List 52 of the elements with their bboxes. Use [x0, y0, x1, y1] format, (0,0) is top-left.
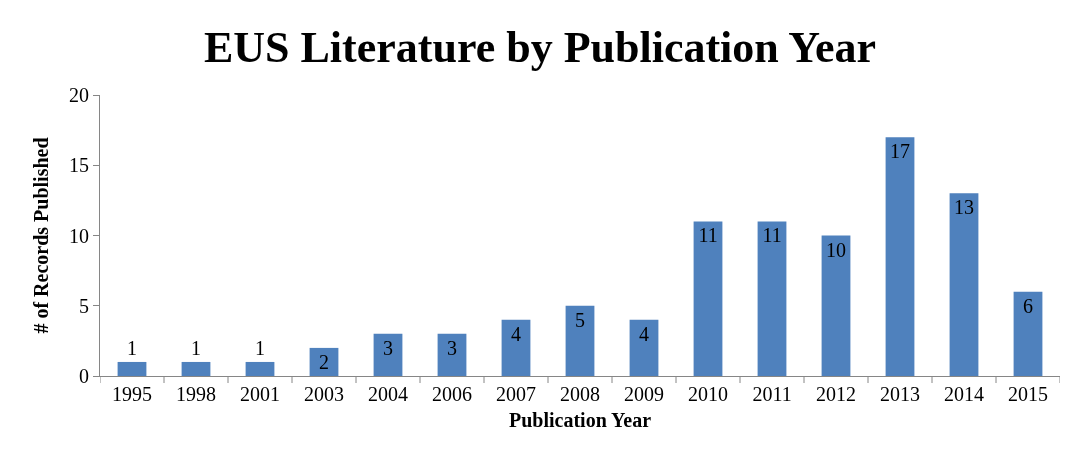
- bar: [693, 221, 723, 376]
- bar: [245, 361, 275, 376]
- y-tick-label: 10: [69, 224, 89, 247]
- y-tick-label: 5: [79, 294, 89, 317]
- data-label: 2: [319, 350, 329, 373]
- data-label: 10: [826, 238, 846, 261]
- x-tick-label: 1995: [112, 383, 152, 405]
- bar: [565, 305, 595, 376]
- bar: [437, 333, 467, 376]
- bar: [117, 361, 147, 376]
- x-tick-label: 2001: [240, 383, 280, 405]
- data-label: 11: [698, 224, 718, 247]
- bar: [1013, 291, 1043, 376]
- y-axis-title: # of Records Published: [29, 137, 52, 334]
- bar: [629, 319, 659, 376]
- x-tick-label: 2014: [944, 383, 984, 405]
- x-axis-title: Publication Year: [508, 408, 652, 431]
- data-label: 5: [575, 308, 585, 331]
- data-label: 1: [191, 336, 201, 359]
- data-label: 13: [954, 196, 974, 219]
- bar: [757, 221, 787, 376]
- data-label: 11: [762, 224, 782, 247]
- bar: [501, 319, 531, 376]
- data-label: 4: [511, 322, 521, 345]
- bar: [885, 137, 915, 376]
- x-tick-label: 2011: [752, 383, 792, 405]
- bar: [821, 235, 851, 376]
- data-label: 1: [255, 336, 265, 359]
- x-tick-label: 2010: [688, 383, 728, 405]
- bar: [181, 361, 211, 376]
- x-tick-label: 2004: [368, 383, 408, 405]
- y-tick-label: 20: [69, 84, 89, 106]
- data-label: 3: [447, 336, 457, 359]
- x-tick-label: 2003: [304, 383, 344, 405]
- data-label: 4: [639, 322, 649, 345]
- chart-title: EUS Literature by Publication Year: [203, 23, 877, 73]
- x-tick-label: 2006: [432, 383, 472, 405]
- bar: [949, 193, 979, 376]
- x-tick-label: 2008: [560, 383, 600, 405]
- x-tick-label: 2009: [624, 383, 664, 405]
- x-tick-label: 2015: [1008, 383, 1048, 405]
- y-tick-label: 15: [69, 154, 89, 177]
- bar: [373, 333, 403, 376]
- x-tick-label: 2007: [496, 383, 536, 405]
- x-tick-label: 1998: [176, 383, 216, 405]
- data-label: 3: [383, 336, 393, 359]
- data-label: 6: [1023, 294, 1033, 317]
- data-label: 17: [890, 140, 910, 163]
- data-label: 1: [127, 336, 137, 359]
- x-tick-label: 2012: [816, 383, 856, 405]
- x-tick-label: 2013: [880, 383, 920, 405]
- y-tick-label: 0: [79, 365, 89, 387]
